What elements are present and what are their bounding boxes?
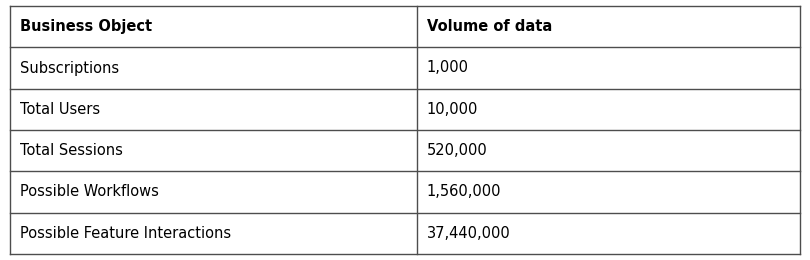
Text: Total Users: Total Users	[20, 102, 100, 117]
Text: Total Sessions: Total Sessions	[20, 143, 123, 158]
Text: 1,560,000: 1,560,000	[427, 185, 501, 199]
Text: 520,000: 520,000	[427, 143, 488, 158]
Text: 10,000: 10,000	[427, 102, 478, 117]
Text: Business Object: Business Object	[20, 19, 152, 34]
Text: Subscriptions: Subscriptions	[20, 61, 119, 75]
Text: 1,000: 1,000	[427, 61, 469, 75]
Text: Possible Feature Interactions: Possible Feature Interactions	[20, 226, 231, 241]
Text: Volume of data: Volume of data	[427, 19, 552, 34]
Text: Possible Workflows: Possible Workflows	[20, 185, 159, 199]
Text: 37,440,000: 37,440,000	[427, 226, 510, 241]
